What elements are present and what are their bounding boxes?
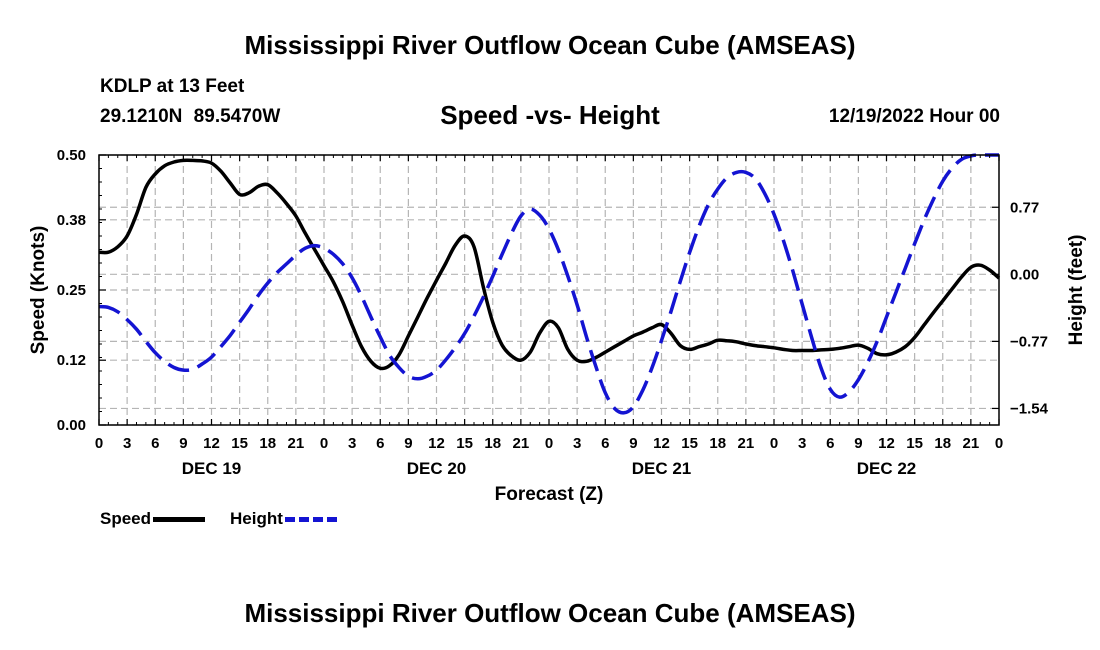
x-tick-label: 18 bbox=[934, 435, 951, 452]
x-tick-label: 9 bbox=[404, 435, 412, 452]
x-tick-label: 0 bbox=[995, 435, 1003, 452]
x-tick-label: 3 bbox=[123, 435, 131, 452]
y2-tick-label: 0.00 bbox=[1010, 266, 1039, 283]
x-tick-label: 0 bbox=[95, 435, 103, 452]
y-tick-label: 0.25 bbox=[57, 282, 86, 299]
legend-speed-swatch bbox=[153, 516, 206, 522]
x-tick-label: 21 bbox=[513, 435, 530, 452]
x-tick-label: 0 bbox=[545, 435, 553, 452]
y-tick-label: 0.50 bbox=[57, 147, 86, 164]
x-tick-label: 6 bbox=[151, 435, 159, 452]
x-tick-label: 15 bbox=[231, 435, 248, 452]
x-tick-label: 12 bbox=[203, 435, 220, 452]
legend-height-label: Height bbox=[230, 509, 283, 528]
series-line-speed bbox=[98, 158, 1001, 371]
station-name: KDLP at 13 Feet bbox=[100, 76, 245, 97]
legend-speed: Speed bbox=[100, 509, 206, 529]
day-label: DEC 22 bbox=[857, 459, 917, 478]
x-tick-label: 18 bbox=[484, 435, 501, 452]
x-tick-label: 0 bbox=[320, 435, 328, 452]
chart-subtitle: Speed -vs- Height bbox=[440, 100, 660, 130]
y2-axis-label: Height (feet) bbox=[1066, 235, 1087, 346]
x-tick-label: 9 bbox=[179, 435, 187, 452]
x-tick-label: 9 bbox=[629, 435, 637, 452]
page-title: Mississippi River Outflow Ocean Cube (AM… bbox=[244, 30, 856, 60]
y-tick-label: 0.38 bbox=[57, 212, 86, 229]
x-tick-label: 6 bbox=[826, 435, 834, 452]
series-lines bbox=[98, 153, 1001, 415]
x-tick-label: 21 bbox=[288, 435, 305, 452]
x-tick-label: 15 bbox=[681, 435, 698, 452]
y-tick-label: 0.12 bbox=[57, 352, 86, 369]
x-tick-label: 15 bbox=[906, 435, 923, 452]
x-tick-label: 12 bbox=[428, 435, 445, 452]
station-coordinates: 29.1210N 89.5470W bbox=[100, 106, 281, 127]
legend-height: Height bbox=[230, 509, 337, 529]
y2-tick-label: 0.77 bbox=[1010, 199, 1039, 216]
x-tick-label: 12 bbox=[878, 435, 895, 452]
x-tick-label: 18 bbox=[259, 435, 276, 452]
x-tick-label: 21 bbox=[963, 435, 980, 452]
x-tick-label: 6 bbox=[376, 435, 384, 452]
axes: 0 3 6 9 12 15 18 21 0 3 6 9 12 15 18 21 0 3 6 9 12 15 18 21 0 3 6 9… bbox=[57, 147, 1049, 478]
legend-height-swatch bbox=[284, 516, 337, 522]
y-tick-label: 0.00 bbox=[57, 417, 86, 434]
y-axis-label: Speed (Knots) bbox=[28, 226, 49, 355]
x-tick-label: 0 bbox=[770, 435, 778, 452]
day-label: DEC 19 bbox=[182, 459, 242, 478]
footer-title: Mississippi River Outflow Ocean Cube (AM… bbox=[244, 598, 856, 628]
x-tick-label: 9 bbox=[854, 435, 862, 452]
x-tick-label: 21 bbox=[738, 435, 755, 452]
legend-speed-label: Speed bbox=[100, 509, 152, 528]
series-line-height bbox=[98, 153, 999, 415]
x-tick-label: 12 bbox=[653, 435, 670, 452]
y2-tick-label: −1.54 bbox=[1010, 400, 1049, 417]
day-label: DEC 21 bbox=[632, 459, 692, 478]
x-tick-label: 3 bbox=[573, 435, 581, 452]
x-tick-label: 15 bbox=[456, 435, 473, 452]
x-tick-label: 18 bbox=[709, 435, 726, 452]
run-date: 12/19/2022 Hour 00 bbox=[828, 106, 1000, 127]
x-tick-label: 3 bbox=[798, 435, 806, 452]
x-axis-label: Forecast (Z) bbox=[495, 484, 604, 505]
day-label: DEC 20 bbox=[407, 459, 467, 478]
x-tick-label: 6 bbox=[601, 435, 609, 452]
grid bbox=[99, 154, 999, 426]
y2-tick-label: −0.77 bbox=[1010, 333, 1048, 350]
x-tick-label: 3 bbox=[348, 435, 356, 452]
